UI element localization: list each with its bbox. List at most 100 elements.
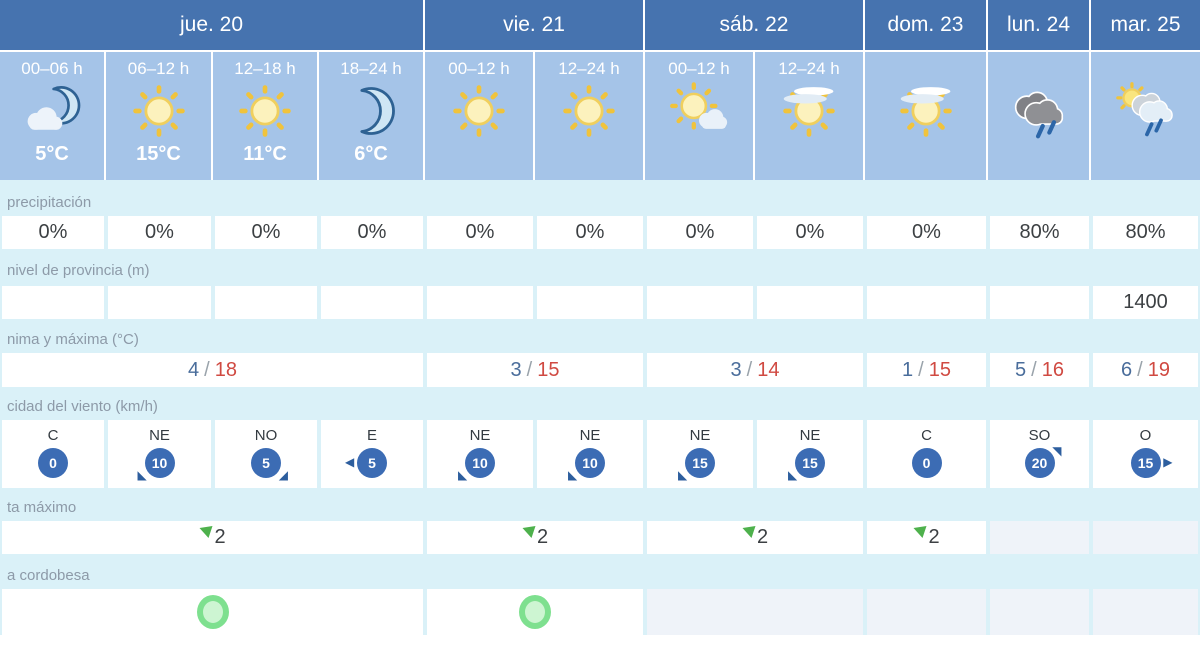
- period-cell: 00–12 h: [425, 52, 535, 180]
- wind-speed-badge: 0: [911, 448, 942, 478]
- wind-direction: NE: [799, 427, 821, 444]
- max-temp: 18: [214, 358, 237, 381]
- sun-haze-icon: [896, 82, 956, 140]
- period-band: 00–06 h 5°C 06–12 h 15°C 12–18 h 11°C 18…: [0, 52, 1200, 180]
- period-cell: 12–24 h: [755, 52, 865, 180]
- cloud-rain-icon: [1009, 82, 1069, 140]
- uv-cell: 2: [425, 521, 645, 554]
- wind-direction: NE: [579, 427, 601, 444]
- day-header-mar: mar. 25: [1110, 13, 1181, 36]
- wind-speed-value: 0: [38, 448, 68, 478]
- pollen-cell: [645, 589, 865, 635]
- wind-speed-value: 15: [1130, 448, 1161, 478]
- uv-value: 2: [756, 526, 769, 548]
- wind-speed-badge: 10: [144, 448, 175, 478]
- min-temp: 1: [902, 358, 914, 381]
- temp-separator: /: [1031, 358, 1037, 381]
- min-max-cell: 5/16: [988, 353, 1091, 387]
- period-cell: 06–12 h 15°C: [106, 52, 213, 180]
- max-temp: 14: [757, 358, 780, 381]
- wind-speed-value: 15: [795, 448, 825, 478]
- temp-separator: /: [746, 358, 753, 381]
- pollen-cell: [1091, 589, 1200, 635]
- min-max-cell: 4/18: [0, 353, 425, 387]
- period-cell: 00–06 h 5°C: [0, 52, 106, 180]
- snow-level-value: [988, 286, 1091, 319]
- wind-direction: NE: [469, 427, 491, 444]
- sun-icon: [559, 82, 619, 140]
- day-header-jue: jue. 20: [0, 0, 425, 50]
- pollen-cell: [425, 589, 645, 635]
- wind-direction: NE: [689, 427, 711, 444]
- row-label-uv: ta máximo: [7, 499, 77, 516]
- wind-row: C 0 NE 10 NO 5 E 5: [0, 420, 1200, 488]
- wind-cell: O 15: [1091, 420, 1200, 488]
- max-temp: 16: [1041, 358, 1064, 381]
- wind-direction-arrow-icon: [138, 469, 147, 481]
- wind-direction: E: [366, 427, 377, 444]
- wind-speed-value: 15: [685, 448, 715, 478]
- wind-speed-value: 20: [1024, 448, 1055, 478]
- period-time: 12–18 h: [234, 59, 296, 78]
- wind-direction-arrow-icon: [568, 469, 577, 481]
- period-cell: 12–18 h 11°C: [213, 52, 319, 180]
- wind-speed-value: 10: [144, 448, 175, 478]
- snow-level-value: [645, 286, 755, 319]
- wind-direction: SO: [1028, 427, 1051, 444]
- uv-cell: 2: [865, 521, 988, 554]
- wind-direction-arrow-icon: [678, 469, 687, 481]
- precipitation-value: 0%: [755, 216, 865, 249]
- min-max-row: 4/18 3/15 3/14 1/15 5/16 6/19: [0, 353, 1200, 387]
- temp-separator: /: [918, 358, 924, 381]
- wind-cell: NE 15: [645, 420, 755, 488]
- period-time: 06–12 h: [127, 59, 190, 78]
- sun-icon: [235, 82, 295, 140]
- wind-direction: C: [47, 427, 59, 444]
- day-header-dom: dom. 23: [865, 0, 988, 50]
- min-temp: 6: [1121, 358, 1133, 381]
- precipitation-value: 0%: [0, 216, 106, 249]
- precipitation-value: 0%: [535, 216, 645, 249]
- snow-level-value: 1400: [1091, 286, 1200, 319]
- wind-speed-value: 5: [357, 448, 387, 478]
- uv-value: 2: [214, 526, 226, 548]
- snow-level-value: [535, 286, 645, 319]
- wind-speed-value: 5: [251, 448, 281, 478]
- period-cell: 12–24 h: [535, 52, 645, 180]
- wind-speed-badge: 15: [1130, 448, 1161, 478]
- uv-value: 2: [928, 526, 940, 548]
- period-time: 18–24 h: [340, 59, 402, 78]
- pollen-cell: [0, 589, 425, 635]
- wind-speed-value: 10: [465, 448, 495, 478]
- row-label-snow-level: nivel de provincia (m): [7, 262, 150, 279]
- uv-trend-icon: [522, 525, 536, 538]
- sun-cloud-rain-icon: [1116, 82, 1176, 140]
- sun-icon: [449, 82, 509, 140]
- uv-cell: [988, 521, 1091, 554]
- period-time: 12–24 h: [558, 59, 620, 78]
- sun-haze-icon: [779, 82, 839, 140]
- sun-icon: [129, 82, 189, 140]
- wind-speed-badge: 20: [1024, 448, 1055, 478]
- precipitation-value: 0%: [645, 216, 755, 249]
- period-time: 00–12 h: [668, 59, 730, 78]
- pollen-cell: [865, 589, 988, 635]
- wind-cell: NE 10: [106, 420, 213, 488]
- temp-separator: /: [526, 358, 533, 381]
- uv-trend-icon: [913, 525, 927, 538]
- min-temp: 3: [510, 358, 522, 381]
- wind-direction-arrow-icon: [458, 469, 467, 481]
- precipitation-value: 0%: [106, 216, 213, 249]
- wind-speed-value: 0: [911, 448, 942, 478]
- wind-cell: E 5: [319, 420, 425, 488]
- wind-direction-arrow-icon: [345, 456, 354, 468]
- uv-trend-icon: [742, 525, 756, 538]
- wind-speed-value: 10: [575, 448, 605, 478]
- uv-value: 2: [536, 526, 549, 548]
- pollen-level-indicator: [519, 595, 551, 629]
- cloud-moon-icon: [22, 82, 82, 140]
- snow-level-value: [106, 286, 213, 319]
- uv-trend-icon: [199, 525, 213, 538]
- wind-cell: C 0: [865, 420, 988, 488]
